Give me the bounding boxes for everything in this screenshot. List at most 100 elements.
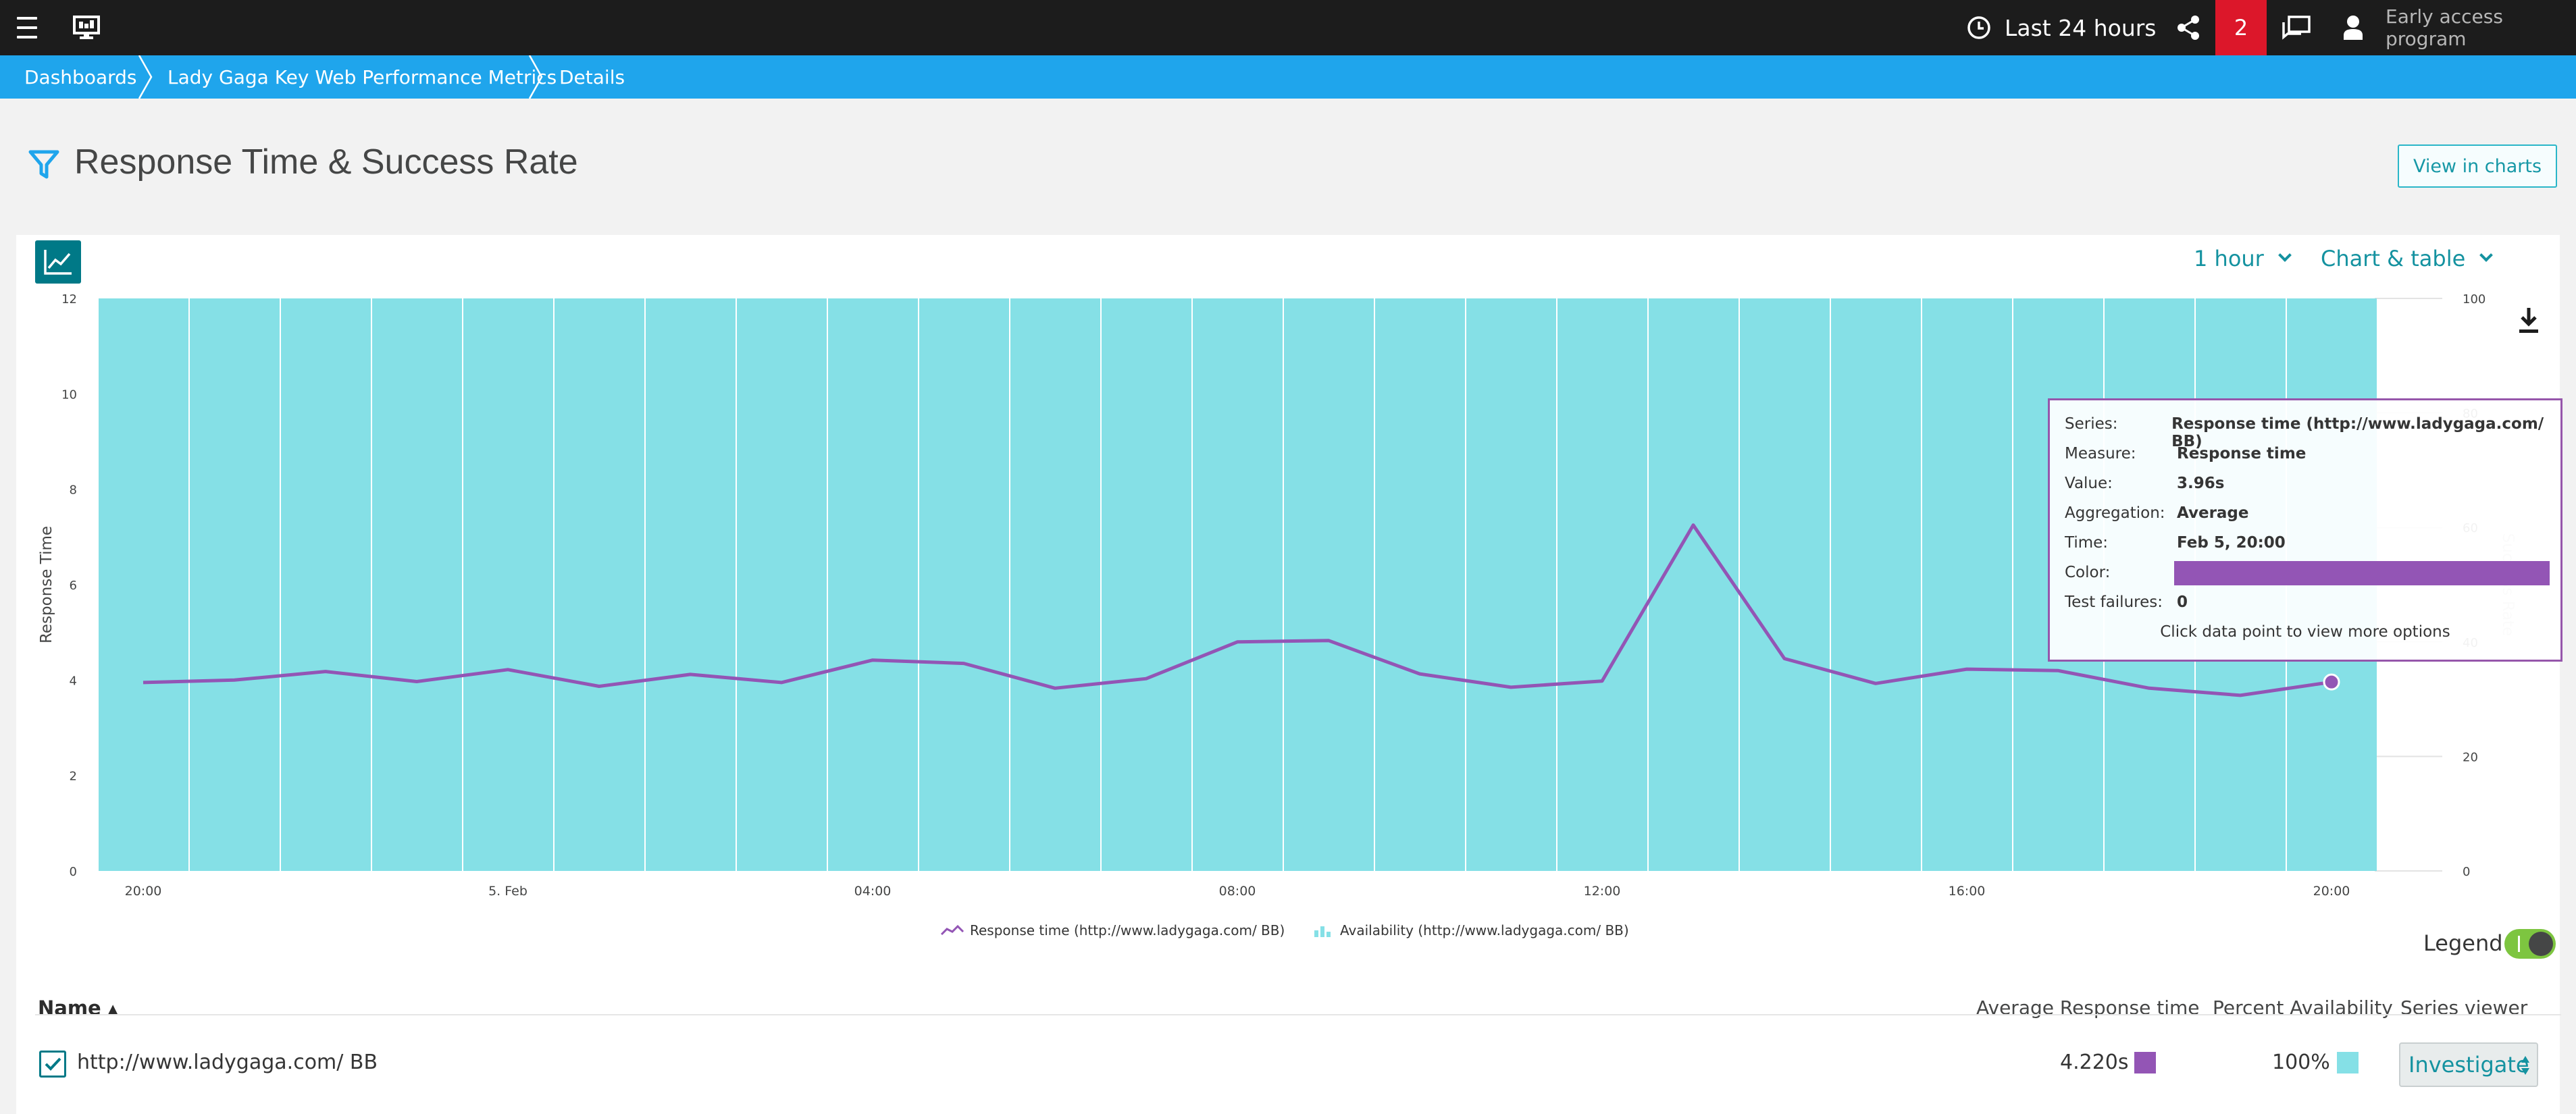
series-checkbox[interactable] [39,1051,66,1078]
resolution-label: 1 hour [2194,246,2264,271]
tooltip-key: Test failures: [2065,593,2163,611]
y-axis-tick-label: 6 [70,579,77,593]
legend-item-label: Availability (http://www.ladygaga.com/ B… [1340,922,1629,938]
filter-icon[interactable] [28,150,59,180]
bar-series-icon [1314,926,1331,937]
x-axis-tick-label: 16:00 [1949,884,1986,899]
tooltip-key: Series: [2065,415,2118,433]
avg-response-value: 4.220s [2060,1051,2129,1074]
availability-bar [372,298,462,871]
column-header-series-viewer: Series viewer [2400,997,2528,1019]
breadcrumb-separator-icon [138,55,153,99]
y-right-axis-tick-label: 20 [2463,750,2478,764]
checkmark-icon [45,1057,61,1071]
monitor-icon[interactable] [70,0,103,55]
highlighted-data-point [2323,673,2340,691]
column-header-name[interactable]: Name ▴ [38,997,118,1019]
tooltip-value: Average [2177,504,2249,522]
availability-bar [737,298,827,871]
availability-bar [190,298,280,871]
availability-bar [1375,298,1465,871]
column-header-availability[interactable]: Percent Availability [2213,997,2393,1019]
series-viewer-select[interactable]: Investigate [2399,1042,2538,1087]
response-time-line [143,523,2332,697]
response-color-swatch [2134,1052,2156,1073]
tooltip-key: Measure: [2065,445,2136,462]
tooltip-footer: Click data point to view more options [2160,623,2450,641]
x-axis-tick-label: 5. Feb [488,884,527,899]
breadcrumb: Dashboards Lady Gaga Key Web Performance… [0,55,2576,99]
notification-badge[interactable]: 2 [2215,0,2267,55]
availability-value: 100% [2272,1051,2330,1074]
column-header-avg-response[interactable]: Average Response time [1976,997,2200,1019]
clock-icon [1967,16,1990,39]
availability-color-swatch [2337,1052,2359,1073]
y-right-axis-tick-label: 0 [2463,865,2470,879]
tooltip-value: Feb 5, 20:00 [2177,534,2286,552]
view-mode-dropdown[interactable]: Chart & table [2321,243,2494,274]
chevron-down-icon [2277,248,2292,262]
chevron-down-icon [2479,248,2494,262]
tooltip-value: Response time [2177,445,2307,462]
availability-bar [1102,298,1191,871]
share-icon[interactable] [2169,0,2207,55]
user-icon[interactable] [2338,0,2368,55]
legend-item-label: Response time (http://www.ladygaga.com/ … [970,922,1285,938]
view-mode-label: Chart & table [2321,246,2466,271]
series-name: http://www.ladygaga.com/ BB [77,1051,378,1074]
legend-item-response-time[interactable]: Response time (http://www.ladygaga.com/ … [940,922,1285,938]
availability-bar [1922,298,2012,871]
tooltip-key: Aggregation: [2065,504,2165,522]
tooltip-color-swatch [2174,561,2550,585]
page-title: Response Time & Success Rate [74,142,578,182]
breadcrumb-dashboard-name[interactable]: Lady Gaga Key Web Performance Metrics [168,65,557,88]
view-in-charts-button[interactable]: View in charts [2398,144,2557,188]
y-axis-tick-label: 4 [70,674,77,688]
hamburger-menu-icon[interactable] [12,0,42,55]
y-axis-tick-label: 8 [70,483,77,498]
availability-bar [555,298,644,871]
data-point-tooltip: Series: Response time (http://www.ladygag… [2048,398,2562,662]
y-axis-tick-label: 10 [61,388,77,402]
availability-bar [1831,298,1921,871]
line-chart-icon[interactable] [35,240,81,284]
table-header-divider [35,1014,2561,1015]
x-axis-tick-label: 08:00 [1219,884,1256,899]
x-axis-tick-label: 20:00 [125,884,162,899]
y-axis-label: Response Time [38,526,55,643]
breadcrumb-dashboards[interactable]: Dashboards [24,65,137,88]
availability-bar [1649,298,1738,871]
tooltip-key: Time: [2065,534,2109,552]
early-access-link[interactable]: Early access program [2386,5,2503,50]
breadcrumb-details[interactable]: Details [559,65,625,88]
availability-bar [919,298,1009,871]
resolution-dropdown[interactable]: 1 hour [2194,243,2292,274]
series-viewer-value: Investigate [2408,1052,2529,1078]
availability-bar [1466,298,1556,871]
tooltip-value: Response time (http://www.ladygaga.com/ … [2171,415,2544,450]
x-axis-tick-label: 20:00 [2313,884,2350,899]
y-right-axis-tick-label: 100 [2463,292,2485,307]
legend-item-availability[interactable]: Availability (http://www.ladygaga.com/ B… [1313,922,1629,938]
availability-bar [1740,298,1830,871]
timeframe-label: Last 24 hours [2005,14,2157,41]
legend-toggle[interactable] [2504,929,2556,959]
tooltip-key: Value: [2065,475,2113,492]
availability-bar [281,298,371,871]
y-axis-tick-label: 0 [70,865,77,879]
availability-bar [1193,298,1283,871]
y-axis-tick-label: 2 [70,770,77,784]
tooltip-value: 3.96s [2177,475,2225,492]
timeframe-selector[interactable]: Last 24 hours [1967,0,2157,55]
availability-bar [463,298,553,871]
chat-icon[interactable] [2276,0,2317,55]
tooltip-key: Color: [2065,564,2111,581]
download-icon[interactable] [2515,305,2542,335]
tooltip-value: 0 [2177,593,2188,611]
line-series-icon [940,924,964,936]
x-axis-tick-label: 04:00 [854,884,892,899]
availability-bar [99,298,188,871]
availability-bar [1010,298,1100,871]
availability-bar [828,298,918,871]
top-navigation-bar: Last 24 hours 2 Early access program [0,0,2576,55]
